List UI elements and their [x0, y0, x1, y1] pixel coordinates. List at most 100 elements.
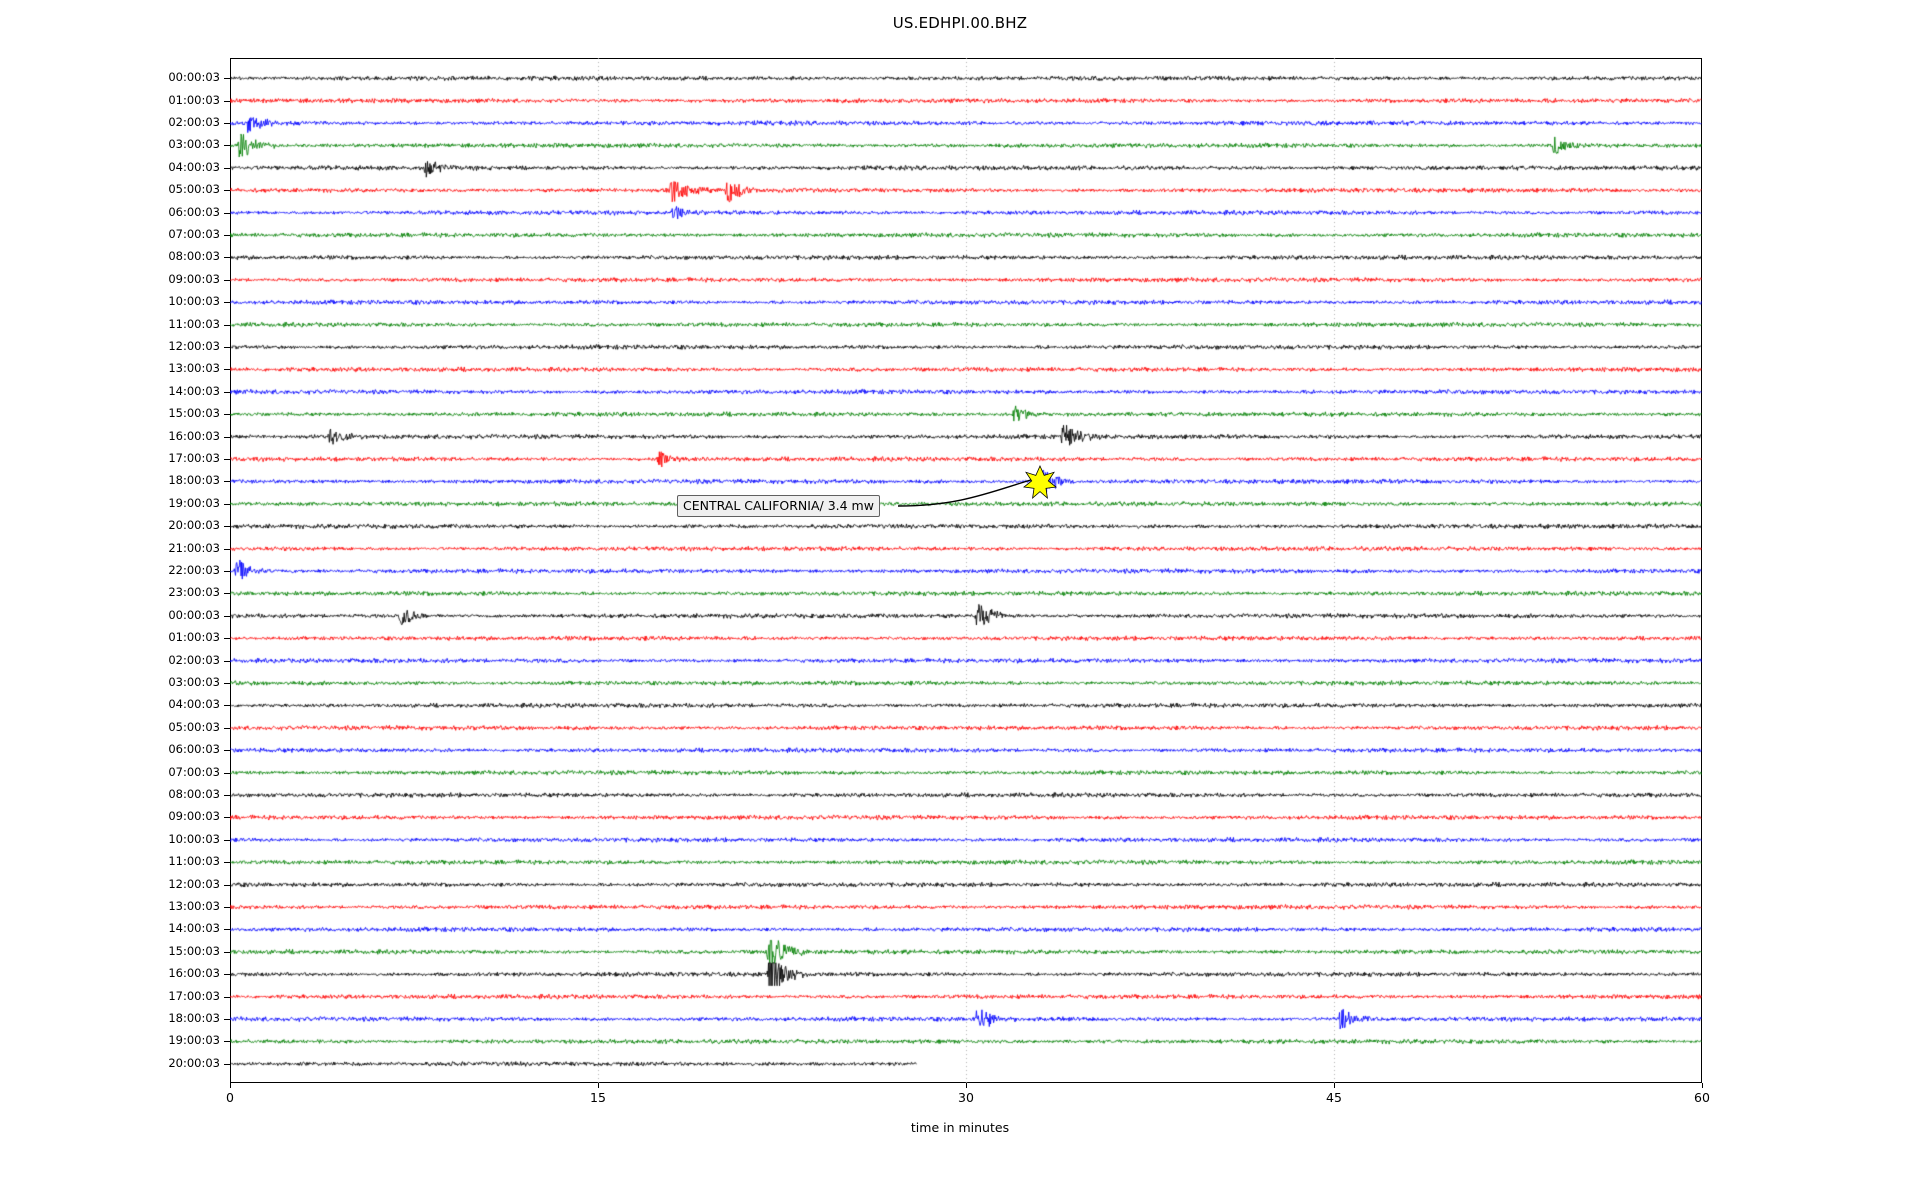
x-axis-label: time in minutes: [910, 1120, 1010, 1135]
y-axis-tick-mark: [224, 504, 230, 505]
y-axis-tick-mark: [224, 929, 230, 930]
y-axis-tick-mark: [224, 369, 230, 370]
y-axis-tick-label: 08:00:03: [168, 249, 220, 264]
y-axis-tick-label: 09:00:03: [168, 809, 220, 824]
y-axis-tick-mark: [224, 526, 230, 527]
y-axis-tick-label: 03:00:03: [168, 137, 220, 152]
y-axis-tick-label: 03:00:03: [168, 675, 220, 690]
y-axis-tick-mark: [224, 616, 230, 617]
y-axis-tick-label: 08:00:03: [168, 787, 220, 802]
y-axis-tick-label: 00:00:03: [168, 607, 220, 622]
y-axis-tick-mark: [224, 705, 230, 706]
y-axis-tick-mark: [224, 325, 230, 326]
y-axis-tick-mark: [224, 123, 230, 124]
y-axis-tick-mark: [224, 235, 230, 236]
y-axis-tick-mark: [224, 773, 230, 774]
y-axis-tick-label: 15:00:03: [168, 406, 220, 421]
y-axis-tick-label: 17:00:03: [168, 451, 220, 466]
y-axis-tick-mark: [224, 347, 230, 348]
y-axis-tick-label: 14:00:03: [168, 383, 220, 398]
y-axis-tick-label: 10:00:03: [168, 831, 220, 846]
y-axis-tick-label: 02:00:03: [168, 115, 220, 130]
y-axis-tick-label: 12:00:03: [168, 876, 220, 891]
y-axis-tick-mark: [224, 997, 230, 998]
page-title: US.EDHPI.00.BHZ: [892, 14, 1028, 32]
y-axis-tick-label: 12:00:03: [168, 339, 220, 354]
y-axis-tick-label: 06:00:03: [168, 742, 220, 757]
y-axis-tick-mark: [224, 392, 230, 393]
y-axis-tick-mark: [224, 1041, 230, 1042]
y-axis-tick-label: 13:00:03: [168, 361, 220, 376]
y-axis-tick-label: 10:00:03: [168, 294, 220, 309]
y-axis-tick-label: 13:00:03: [168, 899, 220, 914]
y-axis-tick-label: 16:00:03: [168, 428, 220, 443]
x-axis-tick-label: 30: [958, 1090, 974, 1105]
y-axis-tick-label: 18:00:03: [168, 1011, 220, 1026]
x-axis-tick-label: 60: [1694, 1090, 1710, 1105]
seismogram-traces-canvas: [230, 58, 1702, 1083]
y-axis-tick-mark: [224, 549, 230, 550]
y-axis-tick-label: 19:00:03: [168, 495, 220, 510]
y-axis-tick-label: 18:00:03: [168, 473, 220, 488]
y-axis-tick-label: 15:00:03: [168, 943, 220, 958]
y-axis-tick-mark: [224, 862, 230, 863]
y-axis-tick-mark: [224, 78, 230, 79]
x-axis-tick-mark: [1702, 1083, 1703, 1088]
y-axis-tick-mark: [224, 885, 230, 886]
x-axis-tick-mark: [966, 1083, 967, 1088]
y-axis-tick-label: 11:00:03: [168, 854, 220, 869]
y-axis-tick-mark: [224, 795, 230, 796]
y-axis-tick-mark: [224, 481, 230, 482]
y-axis-tick-mark: [224, 952, 230, 953]
y-axis-tick-label: 22:00:03: [168, 563, 220, 578]
y-axis-tick-mark: [224, 1064, 230, 1065]
y-axis-tick-mark: [224, 571, 230, 572]
x-axis-tick-label: 45: [1326, 1090, 1342, 1105]
y-axis-tick-label: 04:00:03: [168, 697, 220, 712]
y-axis-tick-label: 14:00:03: [168, 921, 220, 936]
y-axis-tick-mark: [224, 840, 230, 841]
y-axis-tick-label: 11:00:03: [168, 316, 220, 331]
y-axis-tick-mark: [224, 168, 230, 169]
y-axis-tick-mark: [224, 213, 230, 214]
y-axis-tick-mark: [224, 817, 230, 818]
y-axis-tick-label: 20:00:03: [168, 1055, 220, 1070]
y-axis-tick-mark: [224, 750, 230, 751]
y-axis-tick-label: 05:00:03: [168, 719, 220, 734]
y-axis-tick-mark: [224, 974, 230, 975]
y-axis-tick-label: 23:00:03: [168, 585, 220, 600]
y-axis-tick-label: 00:00:03: [168, 70, 220, 85]
y-axis-tick-label: 02:00:03: [168, 652, 220, 667]
y-axis-tick-label: 05:00:03: [168, 182, 220, 197]
y-axis-tick-mark: [224, 145, 230, 146]
y-axis-tick-label: 07:00:03: [168, 764, 220, 779]
y-axis-tick-mark: [224, 414, 230, 415]
y-axis-tick-label: 17:00:03: [168, 988, 220, 1003]
y-axis-tick-label: 04:00:03: [168, 159, 220, 174]
y-axis-tick-label: 16:00:03: [168, 966, 220, 981]
y-axis-tick-mark: [224, 302, 230, 303]
y-axis-tick-label: 09:00:03: [168, 271, 220, 286]
y-axis-tick-mark: [224, 638, 230, 639]
y-axis-tick-mark: [224, 661, 230, 662]
y-axis-tick-mark: [224, 459, 230, 460]
y-axis-tick-label: 01:00:03: [168, 92, 220, 107]
y-axis-tick-mark: [224, 907, 230, 908]
x-axis-tick-mark: [598, 1083, 599, 1088]
y-axis-tick-label: 20:00:03: [168, 518, 220, 533]
y-axis-tick-mark: [224, 593, 230, 594]
y-axis-tick-label: 21:00:03: [168, 540, 220, 555]
x-axis-tick-mark: [1334, 1083, 1335, 1088]
y-axis-tick-label: 06:00:03: [168, 204, 220, 219]
y-axis-tick-mark: [224, 437, 230, 438]
y-axis-tick-mark: [224, 683, 230, 684]
x-axis-tick-mark: [230, 1083, 231, 1088]
y-axis-tick-mark: [224, 728, 230, 729]
y-axis-tick-label: 01:00:03: [168, 630, 220, 645]
x-axis-tick-label: 15: [590, 1090, 606, 1105]
y-axis-tick-mark: [224, 257, 230, 258]
earthquake-event-annotation[interactable]: CENTRAL CALIFORNIA/ 3.4 mw: [677, 495, 880, 517]
y-axis-tick-mark: [224, 101, 230, 102]
y-axis-tick-mark: [224, 280, 230, 281]
